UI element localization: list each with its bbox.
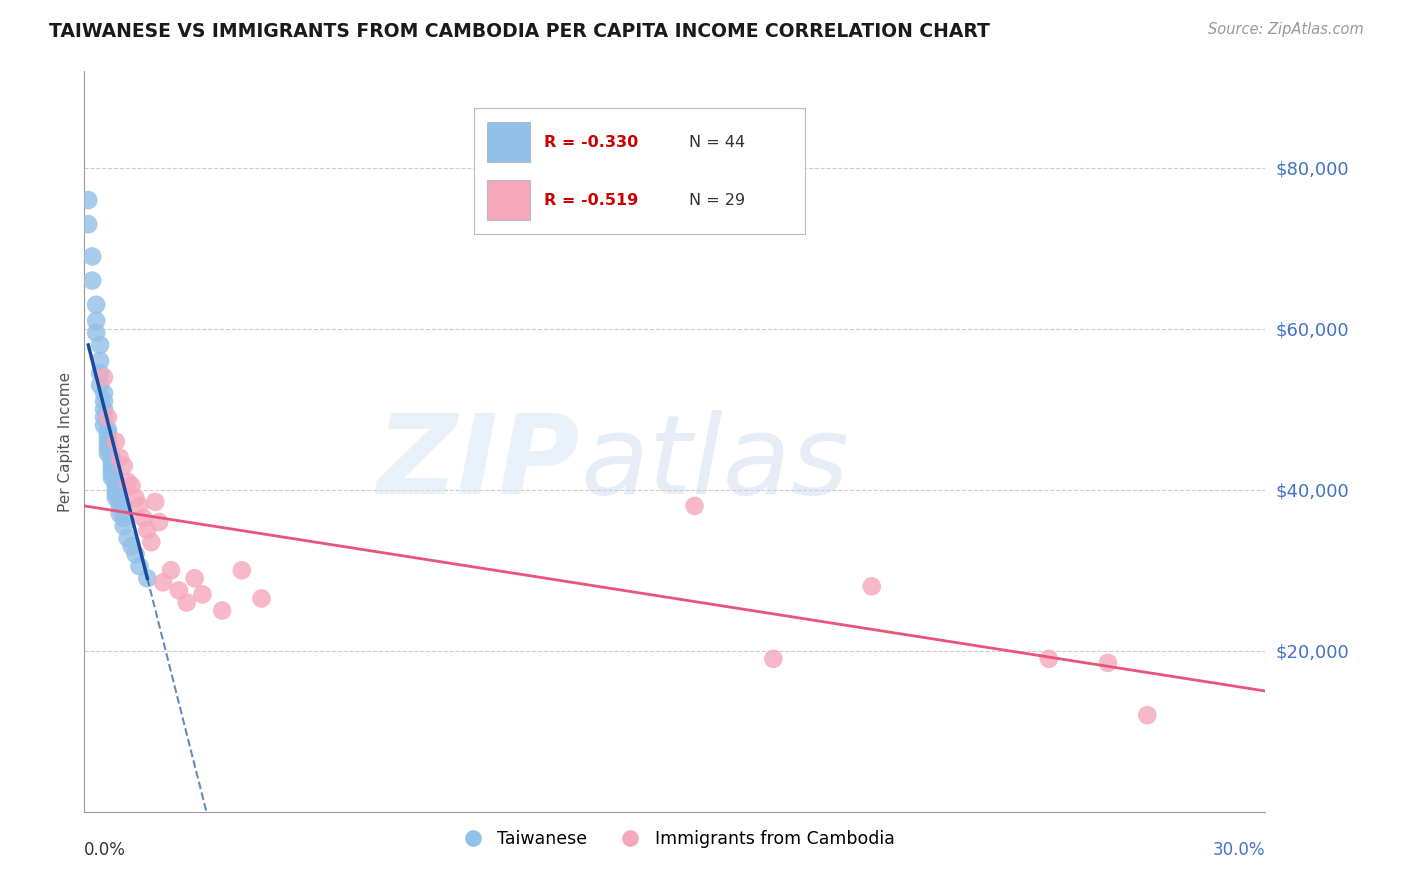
Point: [136, 571, 159, 585]
Point: [183, 571, 205, 585]
Point: [89, 354, 111, 368]
Point: [82, 274, 104, 288]
Point: [101, 463, 124, 477]
Point: [128, 559, 150, 574]
Text: atlas: atlas: [581, 410, 849, 517]
Text: TAIWANESE VS IMMIGRANTS FROM CAMBODIA PER CAPITA INCOME CORRELATION CHART: TAIWANESE VS IMMIGRANTS FROM CAMBODIA PE…: [49, 22, 990, 41]
Point: [141, 535, 163, 549]
Point: [84, 298, 107, 312]
Point: [101, 458, 124, 473]
Point: [104, 475, 127, 489]
Y-axis label: Per Capita Income: Per Capita Income: [58, 371, 73, 512]
Point: [112, 511, 135, 525]
Point: [77, 217, 100, 231]
Point: [148, 515, 170, 529]
Point: [124, 547, 146, 561]
Point: [167, 583, 190, 598]
Point: [97, 442, 120, 457]
Point: [104, 491, 127, 505]
Point: [211, 603, 233, 617]
Point: [77, 193, 100, 207]
Point: [121, 539, 143, 553]
Point: [97, 410, 120, 425]
Point: [108, 450, 131, 465]
Point: [97, 434, 120, 449]
Point: [93, 386, 115, 401]
Point: [89, 338, 111, 352]
Text: 0.0%: 0.0%: [84, 841, 127, 859]
Point: [132, 511, 155, 525]
Point: [108, 495, 131, 509]
Point: [121, 479, 143, 493]
Point: [112, 458, 135, 473]
Point: [124, 491, 146, 505]
Point: [93, 418, 115, 433]
Point: [101, 450, 124, 465]
Point: [93, 370, 115, 384]
Point: [191, 587, 214, 601]
Point: [860, 579, 883, 593]
Legend: Taiwanese, Immigrants from Cambodia: Taiwanese, Immigrants from Cambodia: [449, 823, 901, 855]
Point: [1097, 656, 1119, 670]
Point: [89, 366, 111, 380]
Point: [250, 591, 273, 606]
Text: Source: ZipAtlas.com: Source: ZipAtlas.com: [1208, 22, 1364, 37]
Point: [176, 595, 198, 609]
Point: [117, 531, 139, 545]
Point: [97, 426, 120, 441]
Text: 30.0%: 30.0%: [1213, 841, 1265, 859]
Point: [104, 487, 127, 501]
Point: [762, 652, 785, 666]
Point: [101, 467, 124, 481]
Point: [104, 434, 127, 449]
Point: [93, 394, 115, 409]
Point: [93, 402, 115, 417]
Point: [231, 563, 253, 577]
Point: [84, 326, 107, 340]
Point: [117, 475, 139, 489]
Point: [104, 479, 127, 493]
Point: [97, 439, 120, 453]
Text: ZIP: ZIP: [377, 410, 581, 517]
Point: [97, 422, 120, 436]
Point: [97, 430, 120, 444]
Point: [84, 314, 107, 328]
Point: [1038, 652, 1060, 666]
Point: [89, 378, 111, 392]
Point: [101, 455, 124, 469]
Point: [108, 499, 131, 513]
Point: [97, 447, 120, 461]
Point: [104, 483, 127, 497]
Point: [1136, 708, 1159, 723]
Point: [93, 410, 115, 425]
Point: [136, 523, 159, 537]
Point: [82, 249, 104, 264]
Point: [128, 499, 150, 513]
Point: [143, 495, 166, 509]
Point: [101, 471, 124, 485]
Point: [160, 563, 183, 577]
Point: [108, 507, 131, 521]
Point: [683, 499, 706, 513]
Point: [112, 519, 135, 533]
Point: [152, 575, 174, 590]
